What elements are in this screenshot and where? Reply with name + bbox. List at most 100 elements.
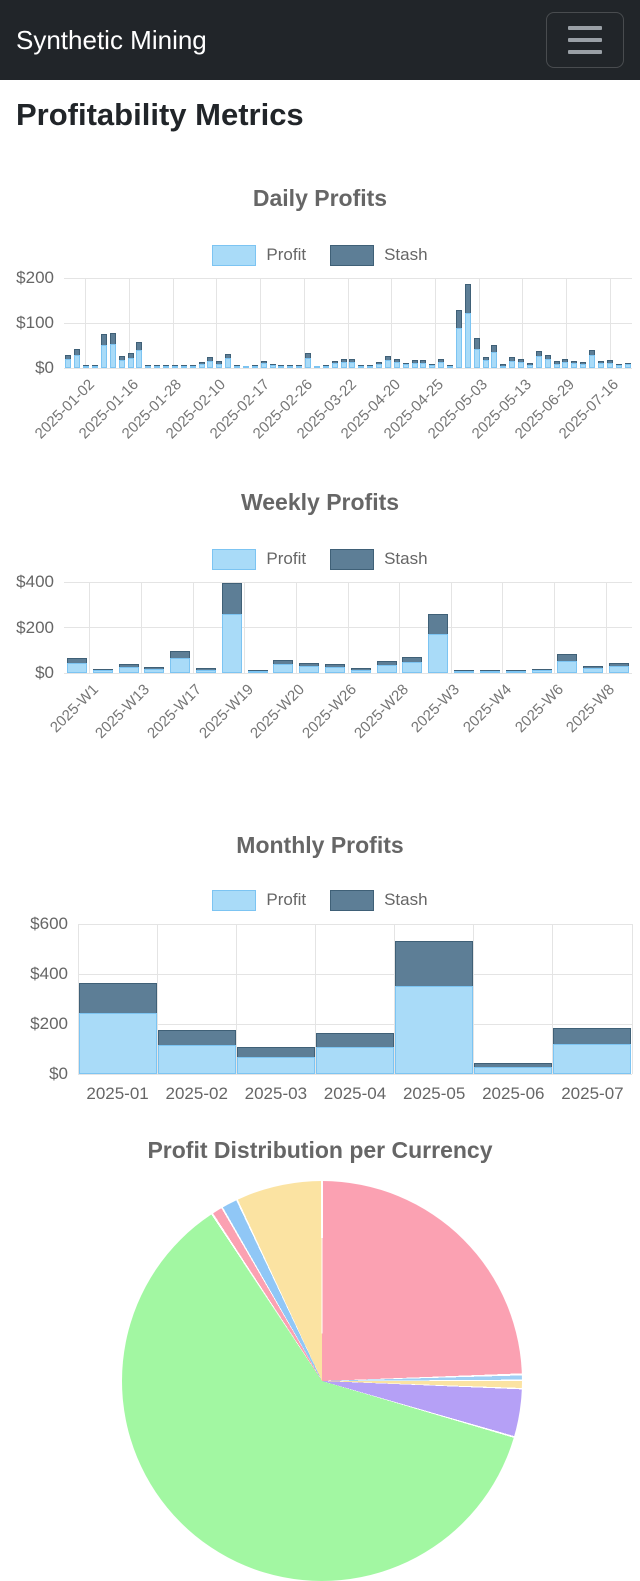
v-gridline <box>89 582 91 673</box>
profit-segment <box>296 366 303 368</box>
v-gridline <box>85 278 87 368</box>
stash-segment <box>615 363 622 365</box>
profit-segment <box>526 364 533 368</box>
stash-segment <box>136 341 143 350</box>
bar <box>78 982 157 1074</box>
profit-segment <box>553 1043 632 1074</box>
legend-item-stash[interactable]: Stash <box>330 244 428 266</box>
x-tick-label: 2025-W19 <box>195 681 257 742</box>
bar <box>505 670 526 673</box>
bar <box>171 365 178 368</box>
daily-x-axis-labels: 2025-01-02 2025-01-16 2025-01-28 2025-02-10… <box>32 368 632 468</box>
x-tick-label: 2025-07 <box>561 1084 624 1103</box>
v-gridline <box>609 278 611 368</box>
pie-chart-title: Profit Distribution per Currency <box>147 1137 493 1163</box>
x-tick-label: 2025-05 <box>402 1084 466 1103</box>
profit-segment <box>65 359 72 368</box>
bars-layer <box>78 924 632 1074</box>
profit-segment <box>597 363 604 368</box>
profit-segment <box>118 359 125 368</box>
legend-label: Profit <box>266 245 307 264</box>
profit-segment <box>313 366 320 368</box>
profit-segment <box>299 666 320 673</box>
weekly-plot-area[interactable]: $0 $200 $400 <box>16 572 632 682</box>
stash-segment <box>350 668 371 670</box>
legend-item-profit[interactable]: Profit <box>212 244 307 266</box>
stash-segment <box>163 365 170 366</box>
bar <box>411 359 418 368</box>
stash-segment <box>315 1032 394 1047</box>
stash-segment <box>531 668 552 671</box>
legend-item-stash[interactable]: Stash <box>330 548 428 570</box>
bars-layer <box>64 278 632 368</box>
stash-segment <box>589 349 596 356</box>
stash-segment <box>376 362 383 364</box>
stash-segment <box>429 363 436 366</box>
profit-segment <box>163 366 170 368</box>
stash-segment <box>180 365 187 366</box>
profit-segment <box>454 671 475 673</box>
stash-segment <box>376 661 397 666</box>
stash-segment <box>322 365 329 366</box>
navbar-toggler-button[interactable] <box>546 12 624 68</box>
profit-segment <box>428 634 449 673</box>
bar <box>500 364 507 368</box>
stash-segment <box>473 337 480 350</box>
profit-segment <box>207 360 214 368</box>
stash-segment <box>331 360 338 364</box>
bar <box>615 363 622 368</box>
profit-segment <box>136 350 143 368</box>
x-tick-label: 2025-W17 <box>144 681 206 742</box>
stash-segment <box>384 356 391 360</box>
bar <box>260 360 267 368</box>
stash-segment <box>74 348 81 355</box>
profit-segment <box>553 363 560 368</box>
legend-item-stash[interactable]: Stash <box>330 889 428 911</box>
stash-segment <box>144 667 165 670</box>
bar <box>438 359 445 368</box>
profit-segment <box>482 360 489 368</box>
stash-segment <box>608 663 629 667</box>
bar <box>144 667 165 673</box>
v-gridline <box>399 582 401 673</box>
profit-segment <box>349 362 356 368</box>
stash-swatch <box>330 889 375 911</box>
bar <box>350 668 371 673</box>
daily-plot-area[interactable]: $0 $100 $200 <box>16 268 632 377</box>
legend-item-profit[interactable]: Profit <box>212 548 306 570</box>
bar <box>247 670 268 673</box>
monthly-plot-area[interactable]: $0 $200 $400 $600 <box>30 914 633 1083</box>
stash-segment <box>505 670 526 671</box>
stash-segment <box>557 654 578 661</box>
profit-segment <box>376 363 383 368</box>
profit-segment <box>171 366 178 368</box>
profit-segment <box>358 366 365 368</box>
stash-segment <box>216 361 223 364</box>
y-tick-label: $200 <box>30 1014 68 1033</box>
profit-segment <box>273 663 294 673</box>
bar <box>145 365 152 368</box>
profit-segment <box>251 365 258 368</box>
legend-label: Profit <box>266 890 307 909</box>
currency-pie[interactable] <box>122 1181 522 1581</box>
stash-segment <box>464 283 471 314</box>
bar <box>163 365 170 368</box>
x-tick-label: 2025-W4 <box>459 681 515 737</box>
profit-segment <box>562 362 569 368</box>
bar <box>65 354 72 368</box>
bar <box>287 364 294 368</box>
monthly-profits-chart: Monthly Profits Profit Stash $0 $200 $400 $… <box>0 831 640 1114</box>
navbar: Synthetic Mining <box>0 0 640 80</box>
stash-segment <box>273 659 294 664</box>
bar <box>376 661 397 673</box>
y-tick-label: $0 <box>35 663 54 682</box>
profit-segment <box>505 671 526 673</box>
profit-segment <box>589 355 596 368</box>
legend-item-profit[interactable]: Profit <box>212 889 307 911</box>
bar <box>216 361 223 368</box>
bar <box>118 356 125 368</box>
bar <box>608 663 629 673</box>
bar <box>509 357 516 368</box>
currency-distribution-chart: Profit Distribution per Currency <box>0 1136 640 1581</box>
bar <box>447 365 454 368</box>
